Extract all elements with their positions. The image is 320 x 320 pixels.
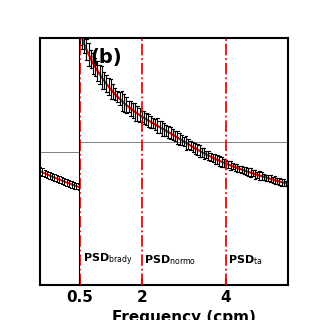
Text: PSD$_{\rm ta}$: PSD$_{\rm ta}$ [228,253,262,267]
Text: PSD$_{\rm normo}$: PSD$_{\rm normo}$ [144,253,196,267]
X-axis label: Frequency (cpm): Frequency (cpm) [112,310,256,320]
Text: (b): (b) [90,48,122,67]
Text: PSD$_{\rm brady}$: PSD$_{\rm brady}$ [83,252,132,268]
